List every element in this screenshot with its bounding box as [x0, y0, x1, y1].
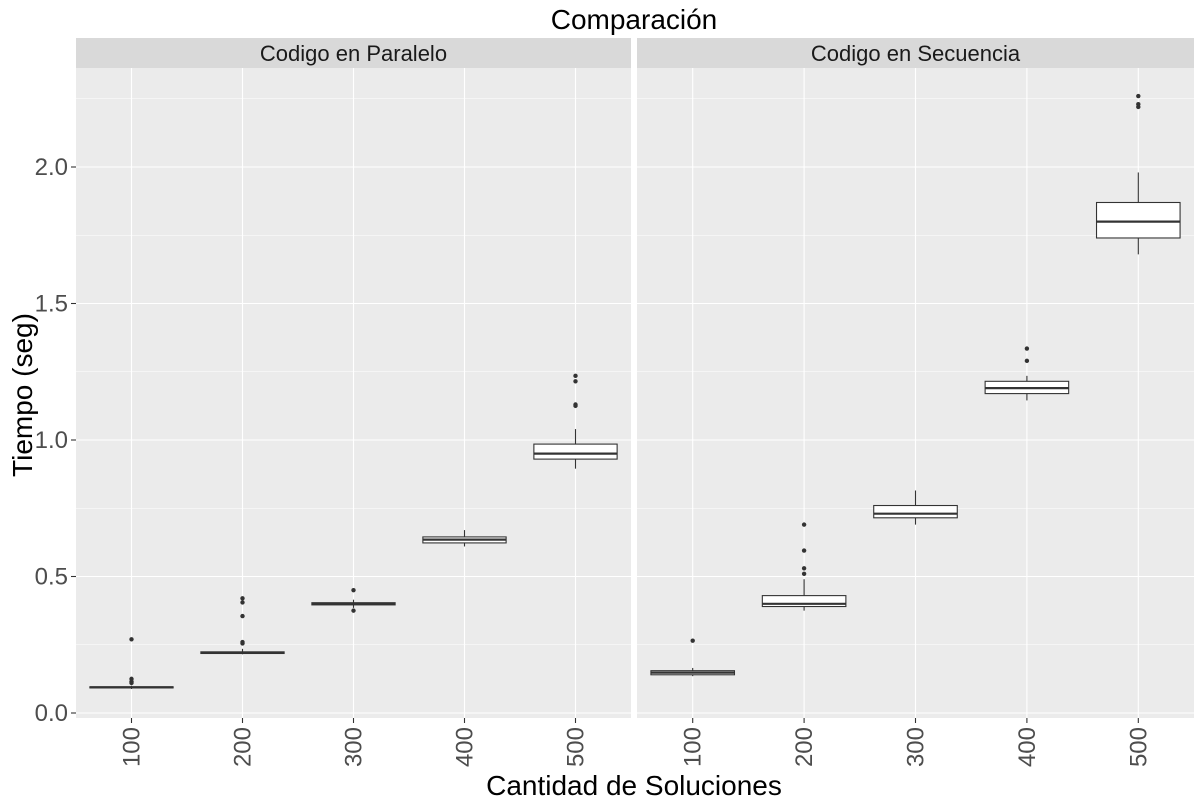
box-100	[89, 637, 174, 689]
panel-paralelo: Codigo en Paralelo 100 200 300 400 500	[76, 38, 631, 767]
y-tick-label: 0.0	[35, 700, 68, 727]
outlier-point	[1136, 102, 1141, 107]
outlier-point	[129, 637, 134, 642]
outlier-point	[690, 638, 695, 643]
box-body	[533, 443, 618, 460]
x-tick-label: 200	[791, 727, 818, 767]
x-tick-label: 400	[1014, 727, 1041, 767]
y-tick-label: 0.5	[35, 564, 68, 591]
facet-strip-label: Codigo en Secuencia	[811, 41, 1021, 66]
x-tick-label: 100	[119, 727, 146, 767]
box-500	[1095, 93, 1181, 255]
outlier-point	[801, 566, 807, 571]
outlier-point	[573, 379, 578, 384]
x-tick-label: 200	[230, 727, 257, 767]
box-body	[1095, 201, 1181, 239]
y-tick-label: 2.0	[35, 154, 68, 181]
y-tick-label: 1.0	[35, 427, 68, 454]
box-300	[311, 587, 396, 613]
outlier-point	[1024, 346, 1030, 351]
chart-title: Comparación	[551, 4, 718, 35]
x-tick-label: 400	[452, 727, 479, 767]
outlier-point	[801, 522, 807, 527]
outlier-point	[240, 613, 245, 619]
outlier-point	[240, 639, 245, 645]
outlier-point	[240, 596, 245, 601]
x-tick-label: 100	[680, 727, 707, 767]
outlier-point	[240, 600, 245, 605]
outlier-point	[801, 548, 807, 553]
facet-strip-background	[637, 38, 1194, 68]
x-tick-label: 500	[563, 727, 590, 767]
box-body	[761, 595, 847, 608]
x-axis-title: Cantidad de Soluciones	[486, 770, 782, 800]
box-500	[533, 373, 618, 469]
y-axis: 0.0 0.5 1.0 1.5 2.0	[35, 154, 76, 727]
outlier-point	[1024, 358, 1030, 364]
box-100	[650, 638, 736, 677]
x-tick-label: 300	[341, 727, 368, 767]
x-tick-label: 300	[903, 727, 930, 767]
outlier-point	[801, 571, 807, 576]
box-200	[200, 596, 285, 655]
facet-strip-background	[76, 38, 631, 68]
box-200	[761, 522, 847, 611]
outlier-point	[1136, 93, 1141, 99]
box-300	[873, 490, 958, 525]
box-400	[422, 530, 507, 547]
y-tick-label: 1.5	[35, 291, 68, 318]
panel-secuencia: Codigo en Secuencia 100 200 300 400 500	[637, 38, 1194, 767]
facet-strip-label: Codigo en Paralelo	[260, 41, 447, 66]
y-axis-title: Tiempo (seg)	[7, 313, 38, 477]
outlier-point	[351, 587, 356, 593]
box-body	[873, 504, 958, 519]
outlier-point	[351, 608, 356, 613]
box-400	[984, 346, 1070, 401]
x-tick-label: 500	[1125, 727, 1152, 767]
outlier-point	[573, 373, 578, 379]
outlier-point	[129, 676, 134, 682]
outlier-point	[573, 402, 578, 407]
